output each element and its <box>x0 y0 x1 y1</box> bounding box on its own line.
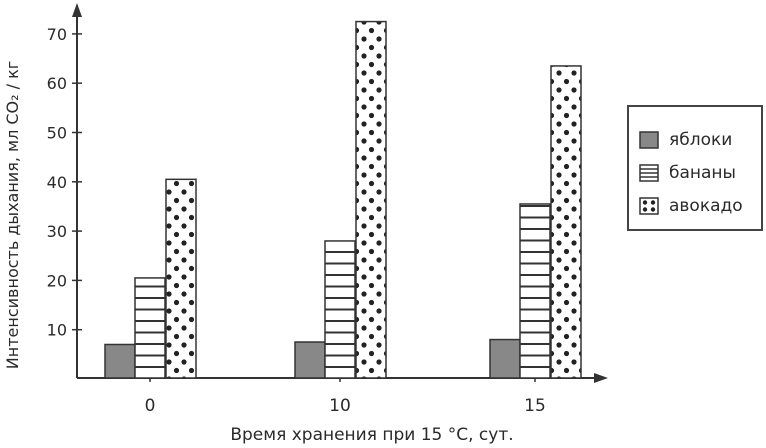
legend-item-apples: яблоки <box>639 129 732 151</box>
legend-item-avocado: авокадо <box>639 195 743 217</box>
legend-label-apples: яблоки <box>669 130 733 150</box>
bar-apples-15 <box>489 338 521 379</box>
legend-swatch-avocado <box>639 197 659 215</box>
bar-apples-10 <box>294 341 326 379</box>
bar-bananas-15 <box>519 203 551 379</box>
y-tick-label-70: 70 <box>47 25 67 44</box>
x-tick-label-2: 15 <box>524 396 546 416</box>
x-axis-arrow <box>594 373 608 383</box>
legend: яблоки бананы авокадо <box>627 105 763 231</box>
legend-swatch-apples <box>639 131 659 149</box>
bar-apples-0 <box>104 343 136 379</box>
y-axis-title: Интенсивность дыхания, мл CO₂ / кг <box>3 61 22 369</box>
y-tick-label-40: 40 <box>47 173 67 192</box>
x-axis-title: Время хранения при 15 °С, сут. <box>230 425 513 445</box>
y-tick-label-20: 20 <box>47 271 67 290</box>
legend-label-bananas: бананы <box>669 163 736 183</box>
bar-bananas-0 <box>134 277 166 379</box>
y-tick-label-50: 50 <box>47 124 67 143</box>
bars <box>104 20 582 379</box>
y-tick-label-10: 10 <box>47 321 67 340</box>
legend-label-avocado: авокадо <box>669 196 743 216</box>
bar-bananas-10 <box>324 240 356 379</box>
legend-item-bananas: бананы <box>639 162 736 184</box>
bar-avocado-15 <box>550 65 582 379</box>
bar-avocado-10 <box>355 20 387 379</box>
y-axis-arrow <box>72 3 82 17</box>
y-tick-label-30: 30 <box>47 222 67 241</box>
y-tick-label-60: 60 <box>47 74 67 93</box>
x-tick-label-1: 10 <box>329 396 351 416</box>
legend-swatch-bananas <box>639 164 659 182</box>
bar-avocado-0 <box>165 178 197 379</box>
x-tick-label-0: 0 <box>145 396 156 416</box>
